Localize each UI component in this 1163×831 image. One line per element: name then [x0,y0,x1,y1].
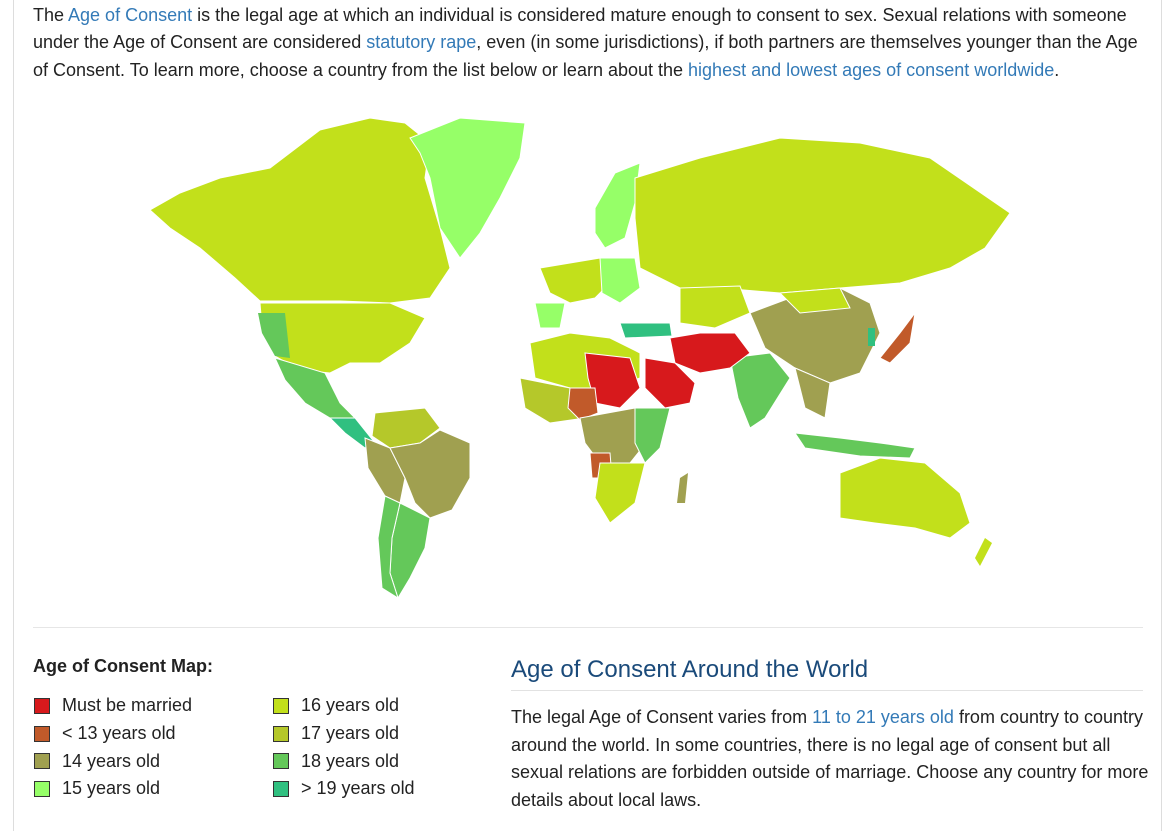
map-region-saudi-arabia[interactable] [644,357,696,409]
map-region-korea[interactable] [868,328,875,346]
legend-item-16: 16 years old [273,692,415,720]
map-region-brazil[interactable] [389,429,471,519]
age-range-link[interactable]: 11 to 21 years old [812,707,954,727]
legend-item-14: 14 years old [34,747,192,775]
map-region-scandinavia[interactable] [594,162,641,249]
legend-swatch [273,780,289,797]
legend-label: 14 years old [62,750,161,771]
intro-text: is the legal age at which an individual … [33,5,1127,53]
map-region-india[interactable] [729,352,791,429]
legend-item-18: 18 years old [273,747,415,775]
legend-swatch [34,780,50,797]
map-region-australia[interactable] [839,457,971,539]
map-region-new-zealand[interactable] [975,538,992,566]
age-of-consent-link[interactable]: Age of Consent [68,5,193,25]
legend-label: 16 years old [301,695,400,716]
map-region-southeast-asia[interactable] [794,367,831,419]
map-region-indonesia[interactable] [793,432,916,459]
legend-swatch [34,753,50,770]
map-region-spain[interactable] [534,302,566,329]
map-region-usa-west[interactable] [258,313,290,358]
legend-label: Must be married [62,695,193,716]
section-divider [33,627,1143,628]
legend-item-15: 15 years old [34,775,192,803]
map-region-chile[interactable] [377,495,401,600]
section-text: from country to country around the world… [511,707,1149,810]
map-region-japan[interactable] [879,312,916,364]
highest-lowest-ages-link[interactable]: highest and lowest ages of consent world… [688,59,1055,80]
intro-paragraph: The Age of Consent is the legal age at w… [33,2,1143,84]
map-region-turkey[interactable] [619,322,673,339]
map-region-southern-africa[interactable] [594,462,646,524]
world-map[interactable] [140,118,1020,608]
legend-swatch [34,725,50,742]
statutory-rape-link[interactable]: statutory rape [366,32,477,53]
map-region-greenland[interactable] [409,118,526,259]
intro-text: The [33,5,69,25]
map-region-russia[interactable] [634,137,1011,294]
legend-label: 18 years old [301,750,400,771]
section-heading: Age of Consent Around the World [511,656,869,683]
map-region-canada[interactable] [149,118,451,304]
legend-swatch [273,697,289,714]
legend-label: < 13 years old [62,723,176,744]
map-region-iran-afghanistan[interactable] [669,332,751,374]
content-frame [13,0,1162,831]
map-region-western-europe[interactable] [539,257,611,304]
legend-label: 17 years old [301,723,400,744]
heading-rule [511,690,1143,691]
legend-item-over-19: > 19 years old [273,775,415,803]
legend-item-17: 17 years old [273,720,415,748]
section-paragraph: The legal Age of Consent varies from 11 … [511,704,1151,814]
legend-title: Age of Consent Map: [33,656,213,676]
legend-label: 15 years old [62,778,161,799]
legend-swatch [34,697,50,714]
map-region-kazakhstan[interactable] [679,285,751,329]
map-region-eastern-europe[interactable] [599,257,641,304]
legend-label: > 19 years old [301,778,415,799]
legend-item-married: Must be married [34,692,192,720]
legend-column-1: Must be married < 13 years old 14 years … [34,692,192,803]
legend-swatch [273,725,289,742]
legend-item-under-13: < 13 years old [34,720,192,748]
map-region-libya-sudan[interactable] [584,352,641,409]
map-region-east-africa[interactable] [634,407,671,464]
legend-swatch [273,753,289,770]
map-region-mongolia[interactable] [778,287,851,314]
intro-text: , even (in some jurisdictions), if both … [33,32,1138,80]
legend-column-2: 16 years old 17 years old 18 years old >… [273,692,415,803]
intro-text: . [1054,59,1060,80]
section-text: The legal Age of Consent varies from [511,707,813,727]
map-region-madagascar[interactable] [677,473,688,503]
